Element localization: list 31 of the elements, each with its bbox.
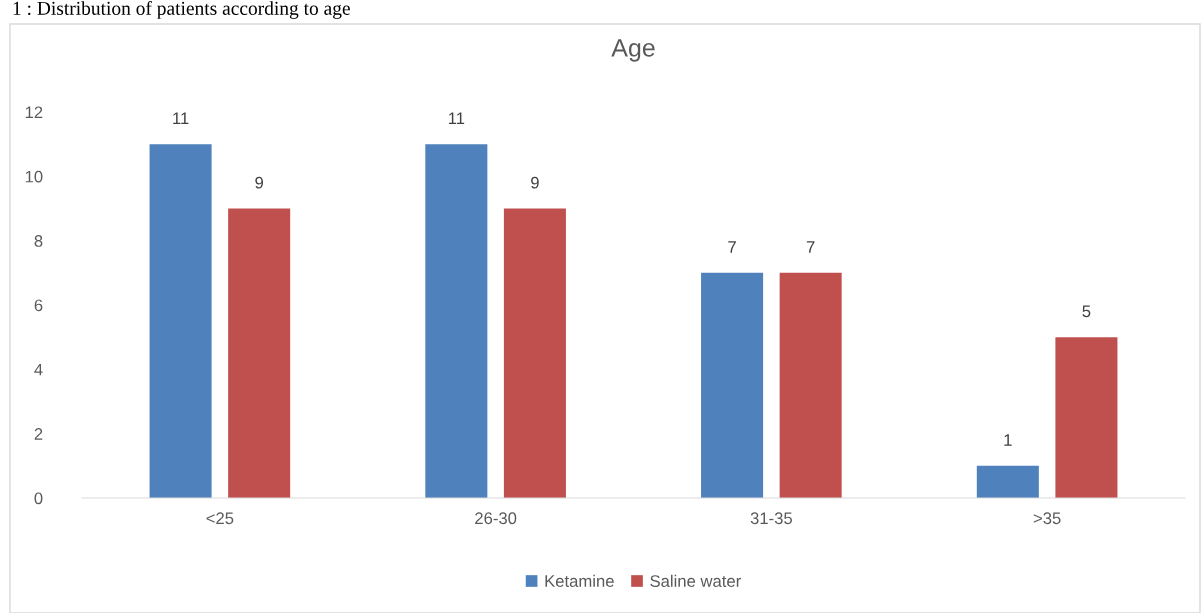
y-tick-label: 10 xyxy=(25,170,43,183)
y-tick-label: 8 xyxy=(34,235,43,247)
data-label: 1 xyxy=(1004,434,1012,446)
y-tick-label: 12 xyxy=(25,106,43,119)
x-tick-label: <25 xyxy=(206,512,234,525)
bar xyxy=(425,144,488,498)
data-label: 11 xyxy=(173,112,189,125)
x-tick-label: 26-30 xyxy=(475,512,517,525)
y-tick-label: 6 xyxy=(34,299,43,312)
data-label: 9 xyxy=(255,176,264,189)
x-tick-label: 31-35 xyxy=(750,512,792,525)
text: 1 : Distribution of patients according to age xyxy=(13,1,350,19)
x-tick-label: >35 xyxy=(1033,512,1061,525)
bar xyxy=(976,465,1039,498)
legend-label: Saline water xyxy=(650,574,741,587)
data-label: 9 xyxy=(531,176,539,189)
bar xyxy=(779,272,842,498)
chart-title: Age xyxy=(611,39,655,62)
bar xyxy=(228,208,291,498)
data-label: 7 xyxy=(806,241,815,253)
data-label: 11 xyxy=(448,112,465,125)
bar xyxy=(503,208,566,498)
y-tick-label: 0 xyxy=(34,492,43,505)
legend-label: Ketamine xyxy=(545,574,614,587)
y-tick-label: 4 xyxy=(34,363,43,376)
bar xyxy=(701,272,764,498)
bar xyxy=(1055,337,1118,498)
y-tick-label: 2 xyxy=(34,428,43,440)
data-label: 7 xyxy=(728,241,736,253)
bar xyxy=(149,144,212,498)
data-label: 5 xyxy=(1082,305,1091,318)
